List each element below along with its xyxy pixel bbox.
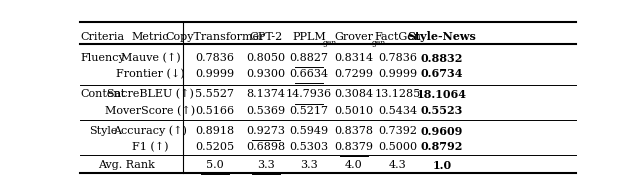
Text: 0.5217: 0.5217 — [290, 106, 329, 116]
Text: 0.8050: 0.8050 — [246, 53, 285, 63]
Text: 0.5523: 0.5523 — [421, 105, 463, 116]
Text: 0.8378: 0.8378 — [334, 126, 373, 136]
Text: Frontier (↓): Frontier (↓) — [116, 69, 185, 79]
Text: Avg. Rank: Avg. Rank — [98, 160, 155, 170]
Text: 0.8792: 0.8792 — [421, 141, 463, 152]
Text: FactGen: FactGen — [374, 32, 421, 42]
Text: 13.1285: 13.1285 — [375, 89, 421, 99]
Text: gen: gen — [323, 39, 337, 47]
Text: 1.0: 1.0 — [433, 160, 452, 171]
Text: 0.5303: 0.5303 — [289, 142, 329, 152]
Text: Fluency: Fluency — [81, 53, 125, 63]
Text: Style-News: Style-News — [408, 31, 477, 43]
Text: 4.3: 4.3 — [389, 160, 407, 170]
Text: 0.5369: 0.5369 — [246, 106, 285, 116]
Text: PPLM: PPLM — [292, 32, 326, 42]
Text: 0.7836: 0.7836 — [378, 53, 417, 63]
Text: 0.9273: 0.9273 — [246, 126, 285, 136]
Text: 3.3: 3.3 — [300, 160, 318, 170]
Text: 0.8827: 0.8827 — [290, 53, 329, 63]
Text: CopyTransformer: CopyTransformer — [165, 32, 265, 42]
Text: 0.5949: 0.5949 — [289, 126, 329, 136]
Text: Content: Content — [80, 89, 125, 99]
Text: Criteria: Criteria — [81, 32, 125, 42]
Text: 0.6634: 0.6634 — [289, 69, 329, 79]
Text: F1 (↑): F1 (↑) — [132, 142, 169, 152]
Text: 0.7299: 0.7299 — [334, 69, 373, 79]
Text: Mauve (↑): Mauve (↑) — [120, 53, 180, 63]
Text: 0.5205: 0.5205 — [195, 142, 234, 152]
Text: 5.0: 5.0 — [206, 160, 224, 170]
Text: 0.9999: 0.9999 — [195, 69, 234, 79]
Text: 0.6898: 0.6898 — [246, 142, 285, 152]
Text: gen: gen — [372, 39, 386, 47]
Text: 0.6734: 0.6734 — [421, 68, 463, 79]
Text: Accuracy (↑): Accuracy (↑) — [113, 126, 188, 137]
Text: 0.5166: 0.5166 — [195, 106, 234, 116]
Text: 0.9609: 0.9609 — [421, 126, 463, 137]
Text: 0.7836: 0.7836 — [195, 53, 234, 63]
Text: 3.3: 3.3 — [257, 160, 275, 170]
Text: SacreBLEU (↑): SacreBLEU (↑) — [107, 89, 194, 100]
Text: 0.5434: 0.5434 — [378, 106, 417, 116]
Text: 8.1374: 8.1374 — [246, 89, 285, 99]
Text: Metric: Metric — [132, 32, 169, 42]
Text: 0.8379: 0.8379 — [334, 142, 373, 152]
Text: MoverScore (↑): MoverScore (↑) — [106, 105, 195, 116]
Text: GPT-2: GPT-2 — [250, 32, 283, 42]
Text: 5.5527: 5.5527 — [195, 89, 234, 99]
Text: 0.5000: 0.5000 — [378, 142, 417, 152]
Text: 0.9300: 0.9300 — [246, 69, 285, 79]
Text: 0.7392: 0.7392 — [378, 126, 417, 136]
Text: 0.9999: 0.9999 — [378, 69, 417, 79]
Text: 0.5010: 0.5010 — [334, 106, 373, 116]
Text: 4.0: 4.0 — [345, 160, 363, 170]
Text: 0.3084: 0.3084 — [334, 89, 373, 99]
Text: 0.8832: 0.8832 — [421, 53, 463, 64]
Text: 0.8918: 0.8918 — [195, 126, 234, 136]
Text: 18.1064: 18.1064 — [417, 89, 467, 100]
Text: 0.8314: 0.8314 — [334, 53, 373, 63]
Text: 14.7936: 14.7936 — [286, 89, 332, 99]
Text: Grover: Grover — [334, 32, 373, 42]
Text: Style: Style — [88, 126, 117, 136]
